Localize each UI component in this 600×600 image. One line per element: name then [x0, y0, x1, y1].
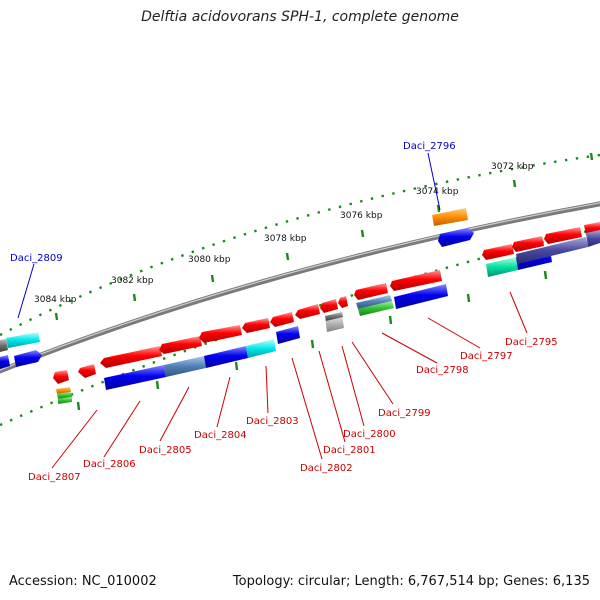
tick-label-3078: 3078 kbp: [264, 234, 307, 244]
gene-arrow[interactable]: [295, 304, 320, 319]
gene-arrow[interactable]: [58, 397, 72, 404]
gene-arrow[interactable]: [56, 387, 71, 394]
gene-arrow-daci-2796[interactable]: [432, 208, 468, 226]
gene-label-daci-2807[interactable]: Daci_2807: [28, 472, 81, 483]
gene-arrow[interactable]: [164, 356, 206, 377]
outer-major-ticks: [54, 152, 594, 321]
inner-scale-ring: [0, 226, 600, 427]
gene-arrow[interactable]: [354, 283, 388, 300]
gene-label-daci-2809[interactable]: Daci_2809: [10, 253, 63, 264]
gene-arrow[interactable]: [586, 230, 600, 247]
gene-arrow[interactable]: [482, 244, 514, 260]
gene-arrow[interactable]: [246, 339, 276, 358]
inner-major-ticks: [76, 270, 548, 411]
gene-arrow[interactable]: [204, 346, 248, 368]
tick-label-3080: 3080 kbp: [188, 255, 231, 265]
gene-label-daci-2796[interactable]: Daci_2796: [403, 141, 456, 152]
gene-arrow[interactable]: [516, 237, 588, 264]
scale-tick-labels: 3072 kbp 3074 kbp 3076 kbp 3078 kbp 3080…: [34, 162, 534, 305]
gene-label-daci-2799[interactable]: Daci_2799: [378, 408, 431, 419]
gene-arrow[interactable]: [325, 312, 343, 321]
tick-label-3074: 3074 kbp: [416, 187, 459, 197]
gene-arrow[interactable]: [14, 350, 42, 367]
gene-arrow[interactable]: [394, 284, 448, 309]
gene-arrow[interactable]: [356, 295, 392, 309]
gene-arrow[interactable]: [338, 296, 348, 308]
gene-label-daci-2804[interactable]: Daci_2804: [194, 430, 247, 441]
tick-label-3072: 3072 kbp: [491, 162, 534, 172]
gene-arrow[interactable]: [358, 301, 394, 316]
gene-arrow[interactable]: [544, 227, 582, 244]
tick-label-3084: 3084 kbp: [34, 295, 77, 305]
tick-label-3076: 3076 kbp: [340, 211, 383, 221]
gene-arrow[interactable]: [6, 332, 40, 348]
forward-strand-genes: [0, 208, 600, 384]
genome-backbone-highlight: [0, 202, 600, 371]
gene-arrow[interactable]: [0, 355, 10, 369]
gene-label-daci-2800[interactable]: Daci_2800: [343, 429, 396, 440]
reverse-strand-genes: [0, 228, 600, 404]
gene-label-daci-2803[interactable]: Daci_2803: [246, 416, 299, 427]
genome-stats-label: Topology: circular; Length: 6,767,514 bp…: [232, 574, 590, 589]
gene-label-daci-2802[interactable]: Daci_2802: [300, 463, 353, 474]
gene-label-daci-2806[interactable]: Daci_2806: [83, 459, 136, 470]
gene-arrow[interactable]: [270, 312, 294, 327]
leader-lines: [17, 152, 528, 469]
gene-arrow[interactable]: [78, 364, 96, 378]
gene-arrow[interactable]: [390, 270, 442, 291]
accession-label: Accession: NC_010002: [9, 574, 157, 589]
gene-arrow[interactable]: [320, 299, 338, 313]
gene-label-daci-2801[interactable]: Daci_2801: [323, 445, 376, 456]
tick-label-3082: 3082 kbp: [111, 276, 154, 286]
gene-label-daci-2805[interactable]: Daci_2805: [139, 445, 192, 456]
gene-arrow[interactable]: [57, 392, 72, 399]
genome-backbone: [0, 201, 600, 374]
gene-arrow[interactable]: [512, 236, 544, 252]
gene-labels: Daci_2796 Daci_2809 Daci_2795 Daci_2797 …: [10, 141, 558, 483]
gene-arrow[interactable]: [100, 346, 162, 368]
gene-arrow[interactable]: [53, 370, 69, 384]
gene-label-daci-2798[interactable]: Daci_2798: [416, 365, 469, 376]
gene-arrow[interactable]: [242, 318, 270, 333]
gene-arrow[interactable]: [276, 326, 300, 344]
gene-label-daci-2795[interactable]: Daci_2795: [505, 337, 558, 348]
gene-arrow-daci-2796-reverse[interactable]: [438, 228, 474, 247]
gene-arrow[interactable]: [159, 336, 202, 354]
gene-arrow[interactable]: [486, 257, 518, 277]
genome-title: Delftia acidovorans SPH-1, complete geno…: [141, 9, 459, 25]
gene-label-daci-2797[interactable]: Daci_2797: [460, 351, 513, 362]
gene-arrow[interactable]: [0, 339, 8, 352]
gene-arrow[interactable]: [199, 325, 242, 343]
gene-arrow[interactable]: [104, 365, 166, 390]
